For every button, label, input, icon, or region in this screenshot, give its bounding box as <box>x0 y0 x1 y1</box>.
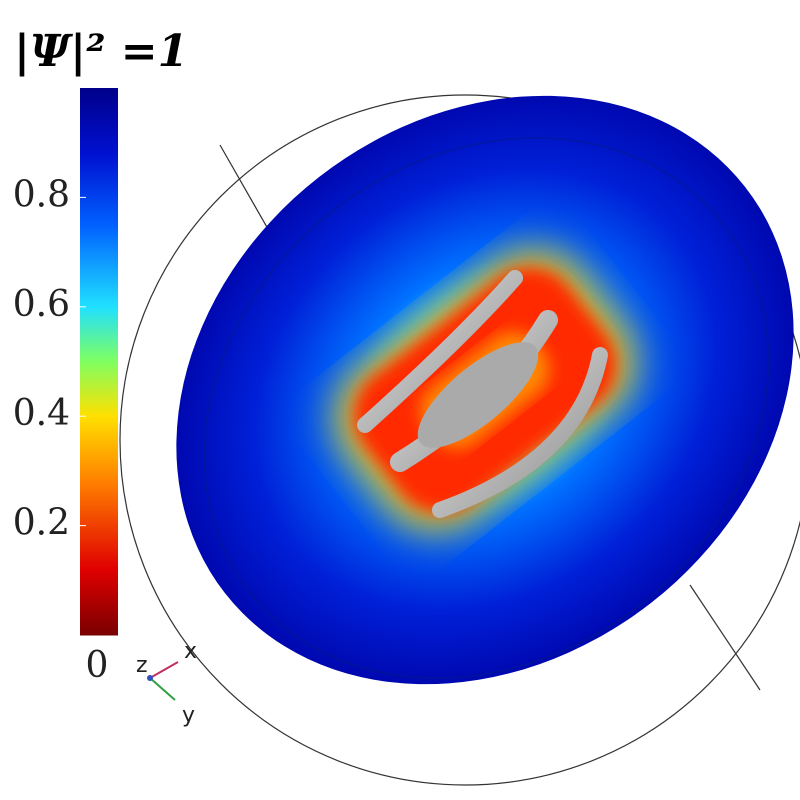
colorbar <box>80 88 118 635</box>
tick-label: 0.2 <box>13 503 70 544</box>
title: |Ψ|² =1 <box>14 26 188 77</box>
axis-triad: z x y <box>136 639 197 728</box>
colorbar-ticks: 0 0.2 0.4 0.6 0.8 <box>13 174 118 686</box>
axis-label: z <box>136 653 148 678</box>
tick-label: 0.6 <box>13 284 70 325</box>
axis-label: x <box>184 639 197 664</box>
tick-label: 0.4 <box>13 393 70 434</box>
axis-label: y <box>182 703 195 728</box>
tick-label: 0.8 <box>13 174 70 215</box>
render <box>119 94 800 786</box>
tick-label: 0 <box>86 645 109 686</box>
